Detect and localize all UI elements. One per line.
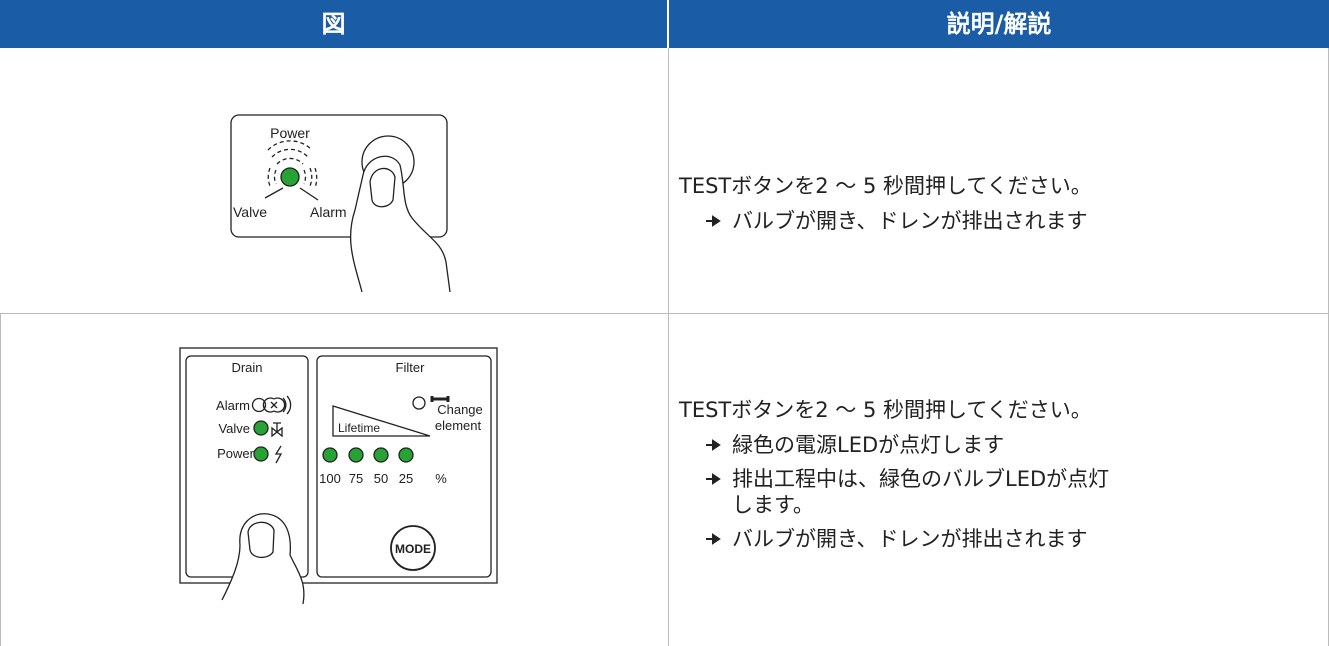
description: TESTボタンを2 ～ 5 秒間押してください。緑色の電源LEDが点灯します排出… xyxy=(679,394,1126,560)
power-icon xyxy=(274,445,283,464)
led xyxy=(348,447,364,463)
led xyxy=(253,420,269,436)
led xyxy=(412,396,426,410)
arrow-icon xyxy=(706,439,721,451)
finger xyxy=(221,513,305,605)
nail xyxy=(247,521,275,559)
level-label: 100 xyxy=(319,471,341,486)
instruction: TESTボタンを2 ～ 5 秒間押してください。 xyxy=(679,398,1092,422)
led xyxy=(280,167,300,187)
leader xyxy=(264,187,319,201)
lifetime-wedge xyxy=(332,405,431,437)
unit-label: % xyxy=(435,471,447,486)
mode-button xyxy=(390,525,436,571)
label: Alarm xyxy=(216,398,250,413)
label: Lifetime xyxy=(338,421,380,435)
label: Power xyxy=(270,125,310,141)
header-cell: 説明/解説 xyxy=(669,0,1329,48)
step-text: 排出工程中は、緑色のバルブLEDが点灯します。 xyxy=(732,467,1110,517)
arrow-icon xyxy=(706,533,721,545)
step: 緑色の電源LEDが点灯します xyxy=(706,432,1126,458)
step-text: バルブが開き、ドレンが排出されます xyxy=(732,527,1088,551)
label: MODE xyxy=(395,542,431,556)
header-cell: 図 xyxy=(0,0,667,48)
arrow-icon xyxy=(706,215,721,227)
arrow xyxy=(706,439,721,451)
label: Change xyxy=(437,402,483,417)
label: element xyxy=(435,418,482,433)
valve-icon xyxy=(271,422,283,438)
led xyxy=(253,446,269,462)
step-text: 緑色の電源LEDが点灯します xyxy=(732,433,1005,457)
led xyxy=(373,447,389,463)
column-border xyxy=(668,48,669,646)
step: バルブが開き、ドレンが排出されます xyxy=(706,526,1126,552)
arrow xyxy=(706,473,721,485)
led xyxy=(398,447,414,463)
description: TESTボタンを2 ～ 5 秒間押してください。バルブが開き、ドレンが排出されま… xyxy=(679,170,1126,242)
instruction: TESTボタンを2 ～ 5 秒間押してください。 xyxy=(679,174,1092,198)
led xyxy=(322,447,338,463)
level-label: 75 xyxy=(349,471,363,486)
step: バルブが開き、ドレンが排出されます xyxy=(706,208,1126,234)
table-border xyxy=(0,313,1,646)
step-text: バルブが開き、ドレンが排出されます xyxy=(732,209,1088,233)
panel xyxy=(179,347,498,584)
label: Valve xyxy=(218,421,250,436)
level-label: 25 xyxy=(399,471,413,486)
label: Filter xyxy=(396,360,426,375)
level-label: 50 xyxy=(374,471,388,486)
led xyxy=(251,397,267,413)
wrench-icon xyxy=(430,396,450,402)
signal-arcs xyxy=(267,140,318,189)
finger xyxy=(349,155,451,293)
panel xyxy=(230,114,448,238)
step: 排出工程中は、緑色のバルブLEDが点灯します。 xyxy=(706,466,1126,518)
label: Valve xyxy=(233,204,267,220)
arrow-icon xyxy=(706,473,721,485)
label: Power xyxy=(217,446,255,461)
panel xyxy=(316,355,492,578)
label: Alarm xyxy=(310,204,347,220)
alarm-icon xyxy=(262,395,292,415)
figures: Power Valve Alarm Drain Alarm Valve Powe… xyxy=(179,114,498,605)
nail xyxy=(369,167,396,208)
row-border xyxy=(0,313,1329,314)
arrow xyxy=(706,215,721,227)
arrow xyxy=(706,533,721,545)
label: Drain xyxy=(231,360,262,375)
